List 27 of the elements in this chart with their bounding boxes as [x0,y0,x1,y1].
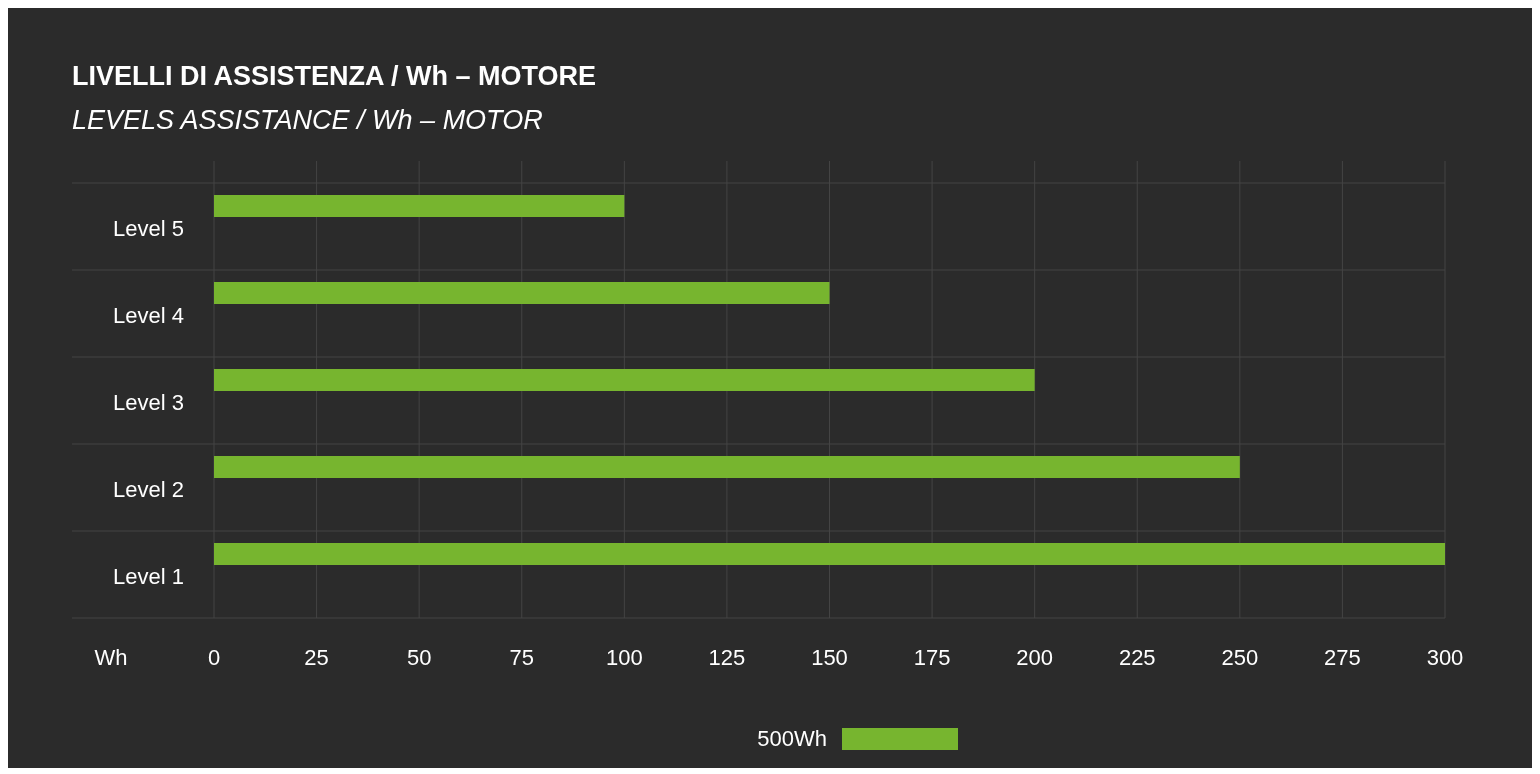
y-tick-label: Level 2 [113,476,184,502]
bar [214,456,1240,478]
y-tick-label: Level 5 [113,215,184,241]
x-tick-label: 250 [1221,645,1259,670]
x-tick-label: 225 [1118,645,1156,670]
bar [214,369,1035,391]
x-tick-label: 200 [1016,645,1054,670]
x-tick-label: 0 [207,645,221,670]
x-tick-label: 100 [605,645,643,670]
text: 500Wh [757,726,827,751]
x-tick-label: 125 [708,645,746,670]
x-tick-label: 25 [304,645,329,670]
y-tick-label: Level 1 [113,563,184,589]
x-tick-label: 275 [1324,645,1361,670]
y-tick-label: Level 3 [113,389,184,415]
bar [214,282,830,304]
bar [214,543,1445,565]
x-axis-title: Wh [94,645,128,670]
y-tick-label: Level 4 [113,302,184,328]
x-tick-label: 175 [913,645,951,670]
chart-title: LIVELLI DI ASSISTENZA / Wh – MOTORE [72,61,597,91]
x-tick-label: 75 [509,645,534,670]
x-tick-label: 50 [406,645,432,670]
x-tick-label: 300 [1426,645,1464,670]
x-tick-label: 150 [811,645,848,670]
chart-subtitle: LEVELS ASSISTANCE / Wh – MOTOR [72,105,543,135]
bar [214,195,625,217]
